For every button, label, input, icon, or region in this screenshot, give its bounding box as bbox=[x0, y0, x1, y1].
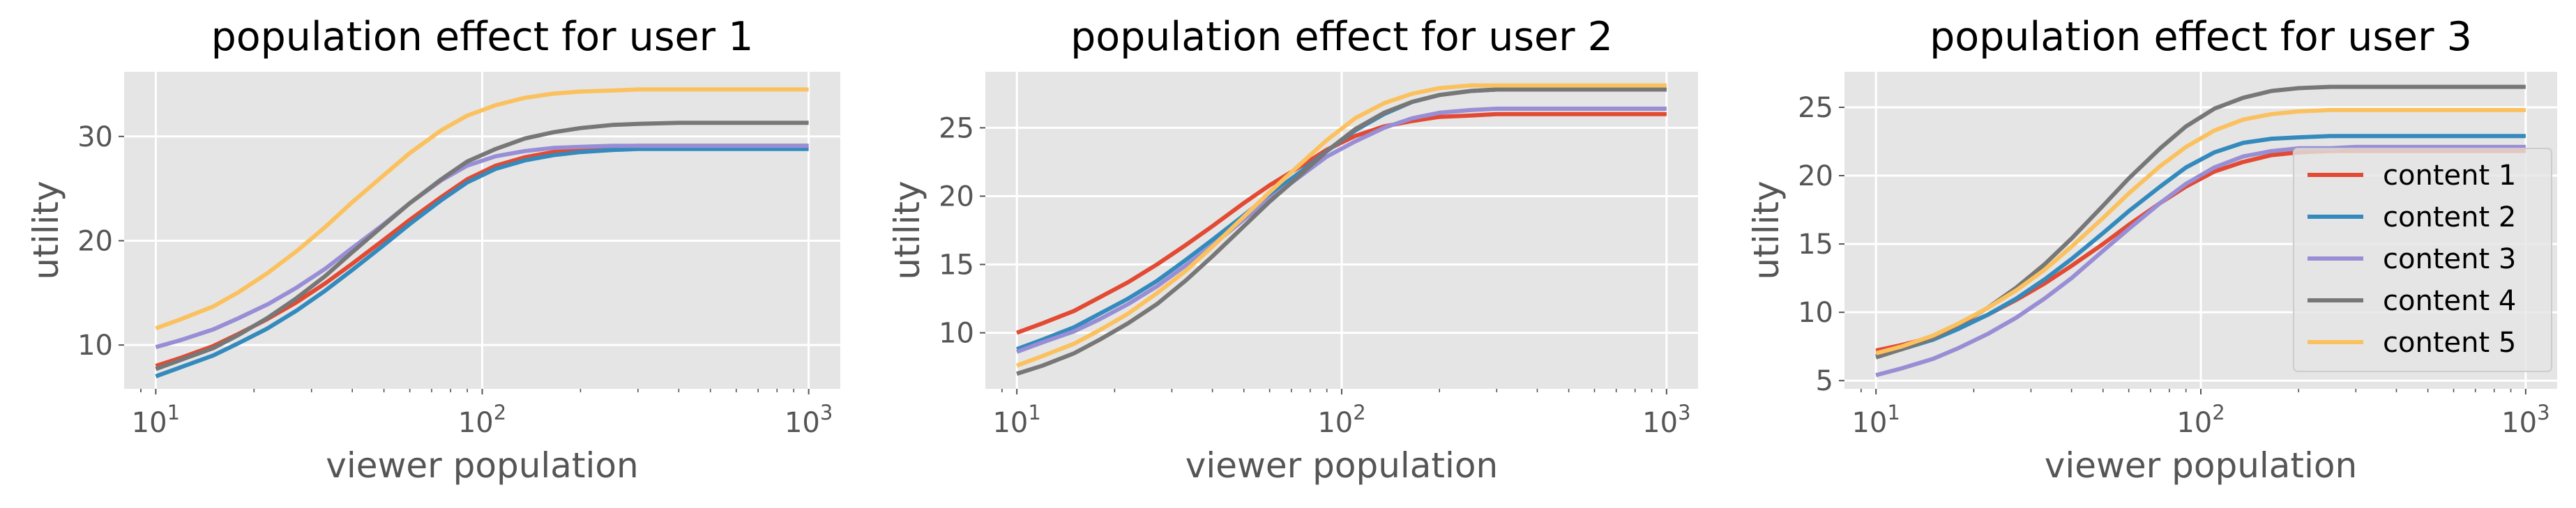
chart-title: population effect for user 3 bbox=[1930, 14, 2472, 60]
series-line-content-2 bbox=[1875, 134, 2526, 358]
y-tick-label: 20 bbox=[77, 225, 113, 257]
legend-label: content 3 bbox=[2383, 243, 2516, 275]
x-tick-label: 102 bbox=[1317, 401, 1365, 439]
x-axis-label: viewer population bbox=[326, 445, 638, 486]
y-tick-label: 20 bbox=[1798, 160, 1833, 192]
x-tick-label: 102 bbox=[2176, 401, 2225, 439]
series-line-content-5 bbox=[1016, 83, 1667, 368]
x-tick-label: 103 bbox=[2501, 401, 2550, 439]
y-axis-label: utility bbox=[1746, 180, 1787, 279]
panel-2: 10 15 20 25 101 102 103 population effect for u… bbox=[887, 14, 1698, 486]
y-axis-label: utility bbox=[26, 180, 66, 279]
y-tick-label: 25 bbox=[939, 112, 974, 144]
x-tick-label: 102 bbox=[458, 401, 506, 439]
chart-title: population effect for user 1 bbox=[211, 14, 754, 60]
x-tick-label: 101 bbox=[132, 401, 180, 439]
y-tick-label: 30 bbox=[77, 121, 113, 153]
x-axis-label: viewer population bbox=[2045, 445, 2357, 486]
legend: content 1 content 2 content 3 content 4 cont… bbox=[2293, 148, 2552, 372]
chart-title: population effect for user 2 bbox=[1070, 14, 1613, 60]
x-tick-label: 103 bbox=[1642, 401, 1690, 439]
series-line-content-4 bbox=[1016, 87, 1667, 376]
x-tick-label: 101 bbox=[992, 401, 1040, 439]
y-tick-label: 10 bbox=[1798, 297, 1833, 329]
panel-1: 10 20 30 101 102 103 population effect for use… bbox=[26, 14, 840, 486]
series-line-content-3 bbox=[155, 144, 809, 349]
series-line-content-4 bbox=[155, 121, 809, 371]
y-tick-label: 10 bbox=[939, 318, 974, 350]
series-line-content-5 bbox=[155, 87, 809, 331]
series-line-content-3 bbox=[1875, 144, 2526, 378]
y-tick-label: 5 bbox=[1816, 365, 1833, 397]
y-tick-label: 10 bbox=[77, 330, 113, 362]
series-line-content-1 bbox=[1016, 111, 1667, 335]
series-line-content-2 bbox=[155, 146, 809, 378]
y-tick-label: 25 bbox=[1798, 92, 1833, 124]
y-tick-label: 15 bbox=[939, 249, 974, 282]
legend-label: content 5 bbox=[2383, 327, 2516, 359]
y-axis-label: utility bbox=[887, 180, 927, 279]
series-line-content-3 bbox=[1016, 107, 1667, 354]
x-tick-label: 103 bbox=[785, 401, 833, 439]
series-line-content-5 bbox=[1875, 107, 2526, 355]
x-axis-label: viewer population bbox=[1185, 445, 1498, 486]
legend-label: content 1 bbox=[2383, 160, 2516, 192]
legend-label: content 4 bbox=[2383, 285, 2516, 317]
panel-3: 5 10 15 20 25 101 102 103 population effect for … bbox=[1746, 14, 2557, 486]
y-tick-label: 15 bbox=[1798, 229, 1833, 261]
legend-box bbox=[2293, 148, 2552, 372]
legend-label: content 2 bbox=[2383, 201, 2516, 233]
y-tick-label: 20 bbox=[939, 180, 974, 213]
x-tick-label: 101 bbox=[1851, 401, 1900, 439]
